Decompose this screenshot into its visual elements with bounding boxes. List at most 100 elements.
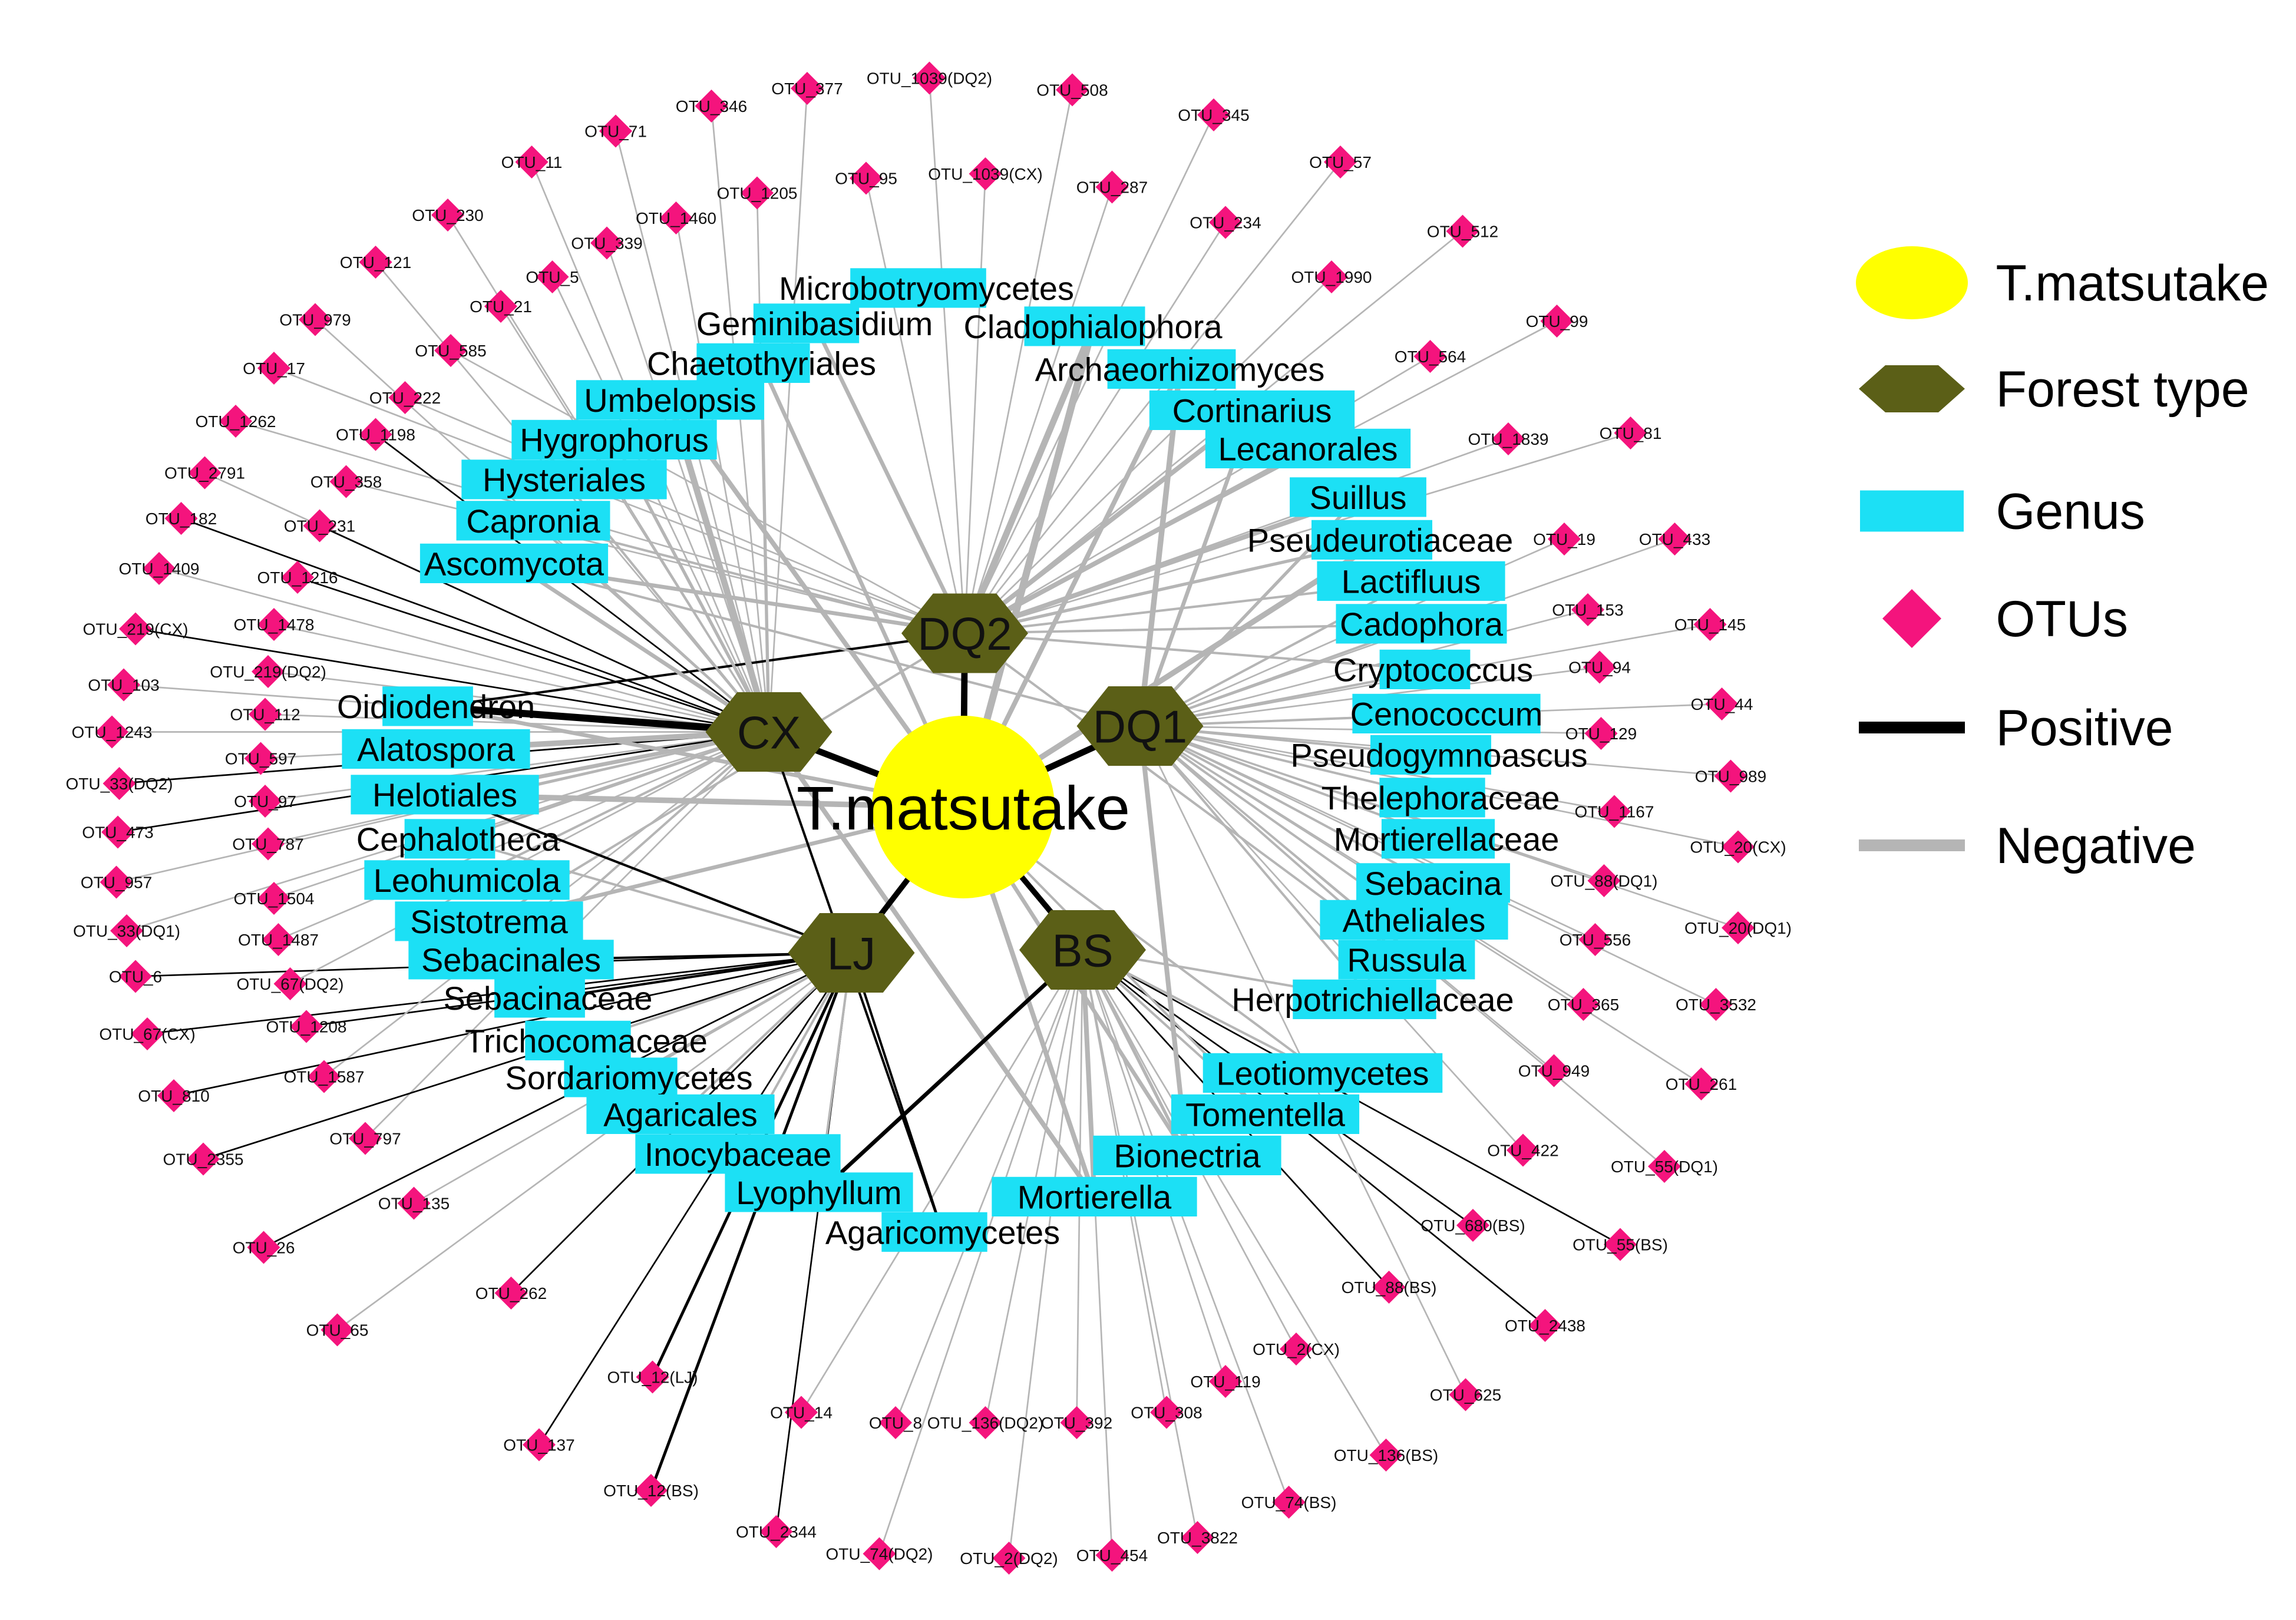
otu-node-otu-153[interactable]: OTU_153 bbox=[1552, 593, 1624, 626]
forest-node-cx[interactable]: CX bbox=[705, 692, 832, 772]
otu-node-otu-810[interactable]: OTU_810 bbox=[138, 1079, 210, 1112]
genus-node-mortierella[interactable]: Mortierella bbox=[992, 1176, 1197, 1216]
otu-node-otu-1460[interactable]: OTU_1460 bbox=[636, 201, 716, 234]
genus-node-lyophyllum[interactable]: Lyophyllum bbox=[725, 1172, 913, 1212]
genus-node-agaricales[interactable]: Agaricales bbox=[586, 1094, 775, 1134]
otu-node-otu-11[interactable]: OTU_11 bbox=[501, 146, 563, 178]
otu-node-otu-57[interactable]: OTU_57 bbox=[1309, 146, 1372, 178]
otu-node-otu-1198[interactable]: OTU_1198 bbox=[336, 418, 415, 451]
genus-node-sistotrema[interactable]: Sistotrema bbox=[395, 901, 583, 941]
genus-node-atheliales[interactable]: Atheliales bbox=[1320, 900, 1508, 940]
otu-node-otu-222[interactable]: OTU_222 bbox=[369, 381, 441, 414]
otu-node-otu-422[interactable]: OTU_422 bbox=[1487, 1133, 1559, 1167]
genus-node-trichocomaceae[interactable]: Trichocomaceae bbox=[465, 1020, 708, 1060]
otu-node-otu-1216[interactable]: OTU_1216 bbox=[257, 561, 338, 594]
otu-node-otu-67-dq2[interactable]: OTU_67(DQ2) bbox=[236, 967, 344, 1000]
otu-node-otu-2-cx[interactable]: OTU_2(CX) bbox=[1253, 1333, 1340, 1366]
otu-node-otu-219-dq2[interactable]: OTU_219(DQ2) bbox=[210, 655, 326, 688]
otu-node-otu-55-dq1[interactable]: OTU_55(DQ1) bbox=[1611, 1150, 1718, 1183]
genus-node-hygrophorus[interactable]: Hygrophorus bbox=[511, 419, 717, 459]
genus-node-lecanorales[interactable]: Lecanorales bbox=[1205, 428, 1411, 468]
genus-node-herpotrichiellaceae[interactable]: Herpotrichiellaceae bbox=[1231, 979, 1514, 1019]
otu-node-otu-1039-cx[interactable]: OTU_1039(CX) bbox=[928, 157, 1043, 190]
genus-node-sordariomycetes[interactable]: Sordariomycetes bbox=[505, 1057, 753, 1097]
otu-node-otu-94[interactable]: OTU_94 bbox=[1568, 650, 1631, 684]
otu-node-otu-358[interactable]: OTU_358 bbox=[310, 465, 382, 498]
otu-node-otu-88-bs[interactable]: OTU_88(BS) bbox=[1342, 1271, 1437, 1304]
otu-node-otu-989[interactable]: OTU_989 bbox=[1695, 759, 1766, 793]
genus-node-cadophora[interactable]: Cadophora bbox=[1336, 604, 1507, 644]
otu-node-otu-44[interactable]: OTU_44 bbox=[1691, 687, 1753, 720]
otu-node-otu-787[interactable]: OTU_787 bbox=[232, 827, 304, 861]
otu-node-otu-3532[interactable]: OTU_3532 bbox=[1676, 988, 1756, 1021]
otu-node-otu-1409[interactable]: OTU_1409 bbox=[119, 552, 200, 585]
otu-node-otu-74-bs[interactable]: OTU_74(BS) bbox=[1241, 1486, 1337, 1519]
otu-node-otu-6[interactable]: OTU_6 bbox=[109, 960, 162, 993]
genus-node-agaricomycetes[interactable]: Agaricomycetes bbox=[825, 1212, 1060, 1252]
otu-node-otu-99[interactable]: OTU_99 bbox=[1526, 305, 1588, 338]
otu-node-otu-287[interactable]: OTU_287 bbox=[1076, 170, 1148, 204]
otu-node-otu-230[interactable]: OTU_230 bbox=[412, 199, 484, 232]
otu-node-otu-957[interactable]: OTU_957 bbox=[81, 865, 152, 899]
genus-node-pseudogymnoascus[interactable]: Pseudogymnoascus bbox=[1290, 735, 1588, 775]
otu-node-otu-14[interactable]: OTU_14 bbox=[770, 1396, 832, 1429]
genus-node-oidiodendron[interactable]: Oidiodendron bbox=[337, 686, 535, 726]
otu-node-otu-135[interactable]: OTU_135 bbox=[378, 1186, 450, 1220]
otu-node-otu-129[interactable]: OTU_129 bbox=[1565, 717, 1637, 750]
otu-node-otu-136-bs[interactable]: OTU_136(BS) bbox=[1334, 1439, 1438, 1472]
otu-node-otu-231[interactable]: OTU_231 bbox=[284, 509, 355, 543]
otu-node-otu-88-dq1[interactable]: OTU_88(DQ1) bbox=[1550, 864, 1658, 897]
genus-node-leohumicola[interactable]: Leohumicola bbox=[364, 860, 570, 900]
otu-node-otu-33-dq1[interactable]: OTU_33(DQ1) bbox=[73, 914, 180, 947]
otu-node-otu-33-dq2[interactable]: OTU_33(DQ2) bbox=[65, 767, 173, 800]
genus-node-sebacinaceae[interactable]: Sebacinaceae bbox=[444, 978, 653, 1018]
otu-node-otu-1839[interactable]: OTU_1839 bbox=[1468, 422, 1549, 455]
genus-node-pseudeurotiaceae[interactable]: Pseudeurotiaceae bbox=[1247, 520, 1513, 560]
otu-node-otu-65[interactable]: OTU_65 bbox=[306, 1313, 369, 1347]
genus-node-chaetothyriales[interactable]: Chaetothyriales bbox=[647, 343, 876, 383]
genus-node-cenococcum[interactable]: Cenococcum bbox=[1350, 693, 1543, 733]
otu-node-otu-8[interactable]: OTU_8 bbox=[869, 1406, 922, 1439]
otu-node-otu-585[interactable]: OTU_585 bbox=[415, 334, 487, 367]
otu-node-otu-3822[interactable]: OTU_3822 bbox=[1157, 1521, 1238, 1554]
otu-node-otu-2438[interactable]: OTU_2438 bbox=[1505, 1309, 1585, 1342]
otu-node-otu-12-bs[interactable]: OTU_12(BS) bbox=[603, 1474, 699, 1507]
otu-node-otu-1487[interactable]: OTU_1487 bbox=[238, 923, 319, 956]
genus-node-thelephoraceae[interactable]: Thelephoraceae bbox=[1322, 778, 1560, 818]
otu-node-otu-2355[interactable]: OTU_2355 bbox=[163, 1142, 244, 1176]
otu-node-otu-81[interactable]: OTU_81 bbox=[1600, 416, 1662, 449]
genus-node-russula[interactable]: Russula bbox=[1338, 940, 1475, 980]
otu-node-otu-74-dq2[interactable]: OTU_74(DQ2) bbox=[825, 1537, 933, 1571]
genus-node-leotiomycetes[interactable]: Leotiomycetes bbox=[1202, 1053, 1443, 1093]
otu-node-otu-182[interactable]: OTU_182 bbox=[146, 502, 217, 535]
otu-node-otu-20-cx[interactable]: OTU_20(CX) bbox=[1690, 830, 1786, 864]
otu-node-otu-112[interactable]: OTU_112 bbox=[230, 697, 300, 731]
otu-node-otu-71[interactable]: OTU_71 bbox=[584, 114, 647, 148]
otu-node-otu-949[interactable]: OTU_949 bbox=[1518, 1054, 1590, 1087]
otu-node-otu-234[interactable]: OTU_234 bbox=[1190, 206, 1261, 239]
otu-node-otu-339[interactable]: OTU_339 bbox=[571, 226, 643, 260]
otu-node-otu-1205[interactable]: OTU_1205 bbox=[717, 176, 798, 210]
otu-node-otu-680-bs[interactable]: OTU_680(BS) bbox=[1420, 1209, 1525, 1242]
otu-node-otu-17[interactable]: OTU_17 bbox=[243, 352, 305, 385]
otu-node-otu-97[interactable]: OTU_97 bbox=[234, 785, 296, 818]
otu-node-otu-55-bs[interactable]: OTU_55(BS) bbox=[1572, 1228, 1668, 1261]
genus-node-microbotryomycetes[interactable]: Microbotryomycetes bbox=[779, 268, 1074, 308]
otu-node-otu-454[interactable]: OTU_454 bbox=[1076, 1539, 1148, 1572]
genus-node-helotiales[interactable]: Helotiales bbox=[351, 775, 539, 815]
core-node-t-matsutake[interactable]: T.matsutake bbox=[797, 716, 1130, 898]
otu-node-otu-564[interactable]: OTU_564 bbox=[1395, 340, 1466, 373]
otu-node-otu-377[interactable]: OTU_377 bbox=[771, 72, 843, 105]
genus-node-capronia[interactable]: Capronia bbox=[456, 501, 610, 541]
forest-node-dq1[interactable]: DQ1 bbox=[1076, 686, 1204, 766]
otu-node-otu-346[interactable]: OTU_346 bbox=[676, 90, 747, 123]
genus-node-inocybaceae[interactable]: Inocybaceae bbox=[635, 1134, 841, 1174]
otu-node-otu-261[interactable]: OTU_261 bbox=[1666, 1067, 1737, 1100]
otu-node-otu-145[interactable]: OTU_145 bbox=[1674, 608, 1746, 641]
otu-node-otu-365[interactable]: OTU_365 bbox=[1548, 988, 1619, 1021]
genus-node-geminibasidium[interactable]: Geminibasidium bbox=[696, 303, 933, 343]
otu-node-otu-797[interactable]: OTU_797 bbox=[329, 1122, 401, 1155]
otu-node-otu-1990[interactable]: OTU_1990 bbox=[1291, 260, 1372, 293]
otu-node-otu-1167[interactable]: OTU_1167 bbox=[1575, 795, 1654, 828]
otu-node-otu-473[interactable]: OTU_473 bbox=[82, 815, 154, 849]
